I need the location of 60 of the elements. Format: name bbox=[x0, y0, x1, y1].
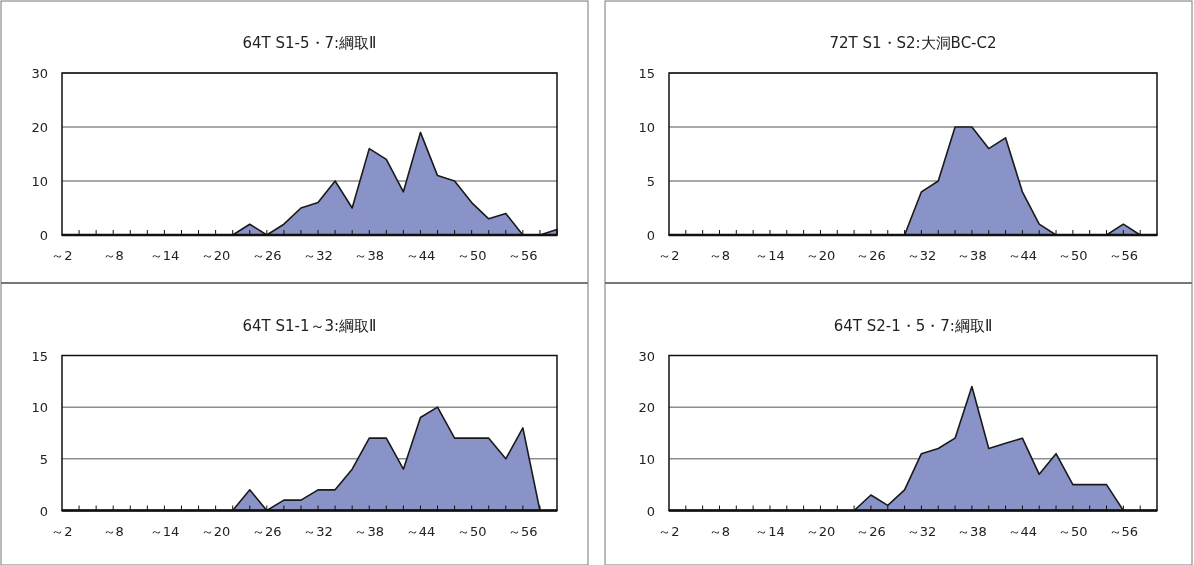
x-tick-label: ～14 bbox=[755, 248, 785, 263]
y-tick-label: 0 bbox=[39, 228, 48, 243]
x-tick-label: ～14 bbox=[149, 248, 180, 263]
x-tick-label: ～26 bbox=[856, 248, 886, 263]
x-tick-label: ～32 bbox=[906, 523, 937, 539]
x-tick-label: ～38 bbox=[354, 523, 385, 539]
x-tick-label: ～32 bbox=[906, 248, 937, 263]
x-tick-label: ～32 bbox=[303, 248, 333, 263]
x-tick-label: ～44 bbox=[405, 523, 436, 539]
x-tick-label: ～50 bbox=[1058, 248, 1088, 263]
x-tick-label: ～56 bbox=[1108, 248, 1139, 263]
y-tick-label: 15 bbox=[638, 66, 655, 81]
x-tick-label: ～38 bbox=[957, 248, 987, 263]
x-tick-label: ～26 bbox=[252, 248, 282, 263]
x-tick-label: ～14 bbox=[755, 523, 785, 539]
chart-title: 64T S1-1～3:綱取Ⅱ bbox=[242, 316, 377, 335]
x-tick-label: ～8 bbox=[708, 523, 731, 539]
x-tick-label: ～8 bbox=[102, 248, 124, 263]
y-tick-label: 20 bbox=[31, 120, 48, 135]
x-tick-label: ～32 bbox=[303, 523, 333, 539]
y-tick-label: 5 bbox=[646, 174, 655, 189]
chart-title: 64T S2-1・5・7:綱取Ⅱ bbox=[833, 316, 993, 335]
x-tick-label: ～8 bbox=[708, 248, 731, 263]
x-tick-label: ～14 bbox=[149, 523, 180, 539]
y-tick-label: 0 bbox=[646, 503, 655, 519]
x-tick-label: ～56 bbox=[1108, 523, 1139, 539]
y-tick-label: 0 bbox=[646, 228, 655, 243]
x-tick-label: ～26 bbox=[856, 523, 886, 539]
x-tick-label: ～38 bbox=[354, 248, 385, 263]
x-tick-label: ～50 bbox=[456, 248, 487, 263]
y-tick-label: 5 bbox=[39, 451, 48, 467]
x-tick-label: ～2 bbox=[658, 248, 680, 263]
y-tick-label: 10 bbox=[31, 400, 48, 416]
x-tick-label: ～50 bbox=[456, 523, 487, 539]
y-tick-label: 20 bbox=[638, 400, 655, 416]
y-tick-label: 10 bbox=[31, 174, 48, 189]
y-tick-label: 0 bbox=[39, 503, 48, 519]
x-tick-label: ～56 bbox=[508, 523, 538, 539]
x-tick-label: ～26 bbox=[252, 523, 282, 539]
x-tick-label: ～20 bbox=[805, 248, 836, 263]
x-tick-label: ～20 bbox=[200, 248, 231, 263]
x-tick-label: ～2 bbox=[51, 523, 73, 539]
chart-title: 72T S1・S2:大洞BC-C2 bbox=[829, 34, 997, 52]
y-tick-label: 10 bbox=[638, 120, 655, 135]
x-tick-label: ～38 bbox=[957, 523, 987, 539]
x-tick-label: ～8 bbox=[102, 523, 124, 539]
y-tick-label: 10 bbox=[638, 451, 655, 467]
y-tick-label: 15 bbox=[31, 348, 48, 364]
x-tick-label: ～44 bbox=[405, 248, 436, 263]
y-tick-label: 30 bbox=[638, 348, 655, 364]
x-tick-label: ～2 bbox=[658, 523, 680, 539]
chart-title: 64T S1-5・7:綱取Ⅱ bbox=[242, 34, 377, 52]
y-tick-label: 30 bbox=[31, 66, 48, 81]
x-tick-label: ～44 bbox=[1007, 523, 1038, 539]
x-tick-label: ～20 bbox=[200, 523, 231, 539]
x-tick-label: ～50 bbox=[1058, 523, 1088, 539]
x-tick-label: ～44 bbox=[1007, 248, 1038, 263]
x-tick-label: ～56 bbox=[508, 248, 538, 263]
x-tick-label: ～20 bbox=[805, 523, 836, 539]
x-tick-label: ～2 bbox=[51, 248, 73, 263]
